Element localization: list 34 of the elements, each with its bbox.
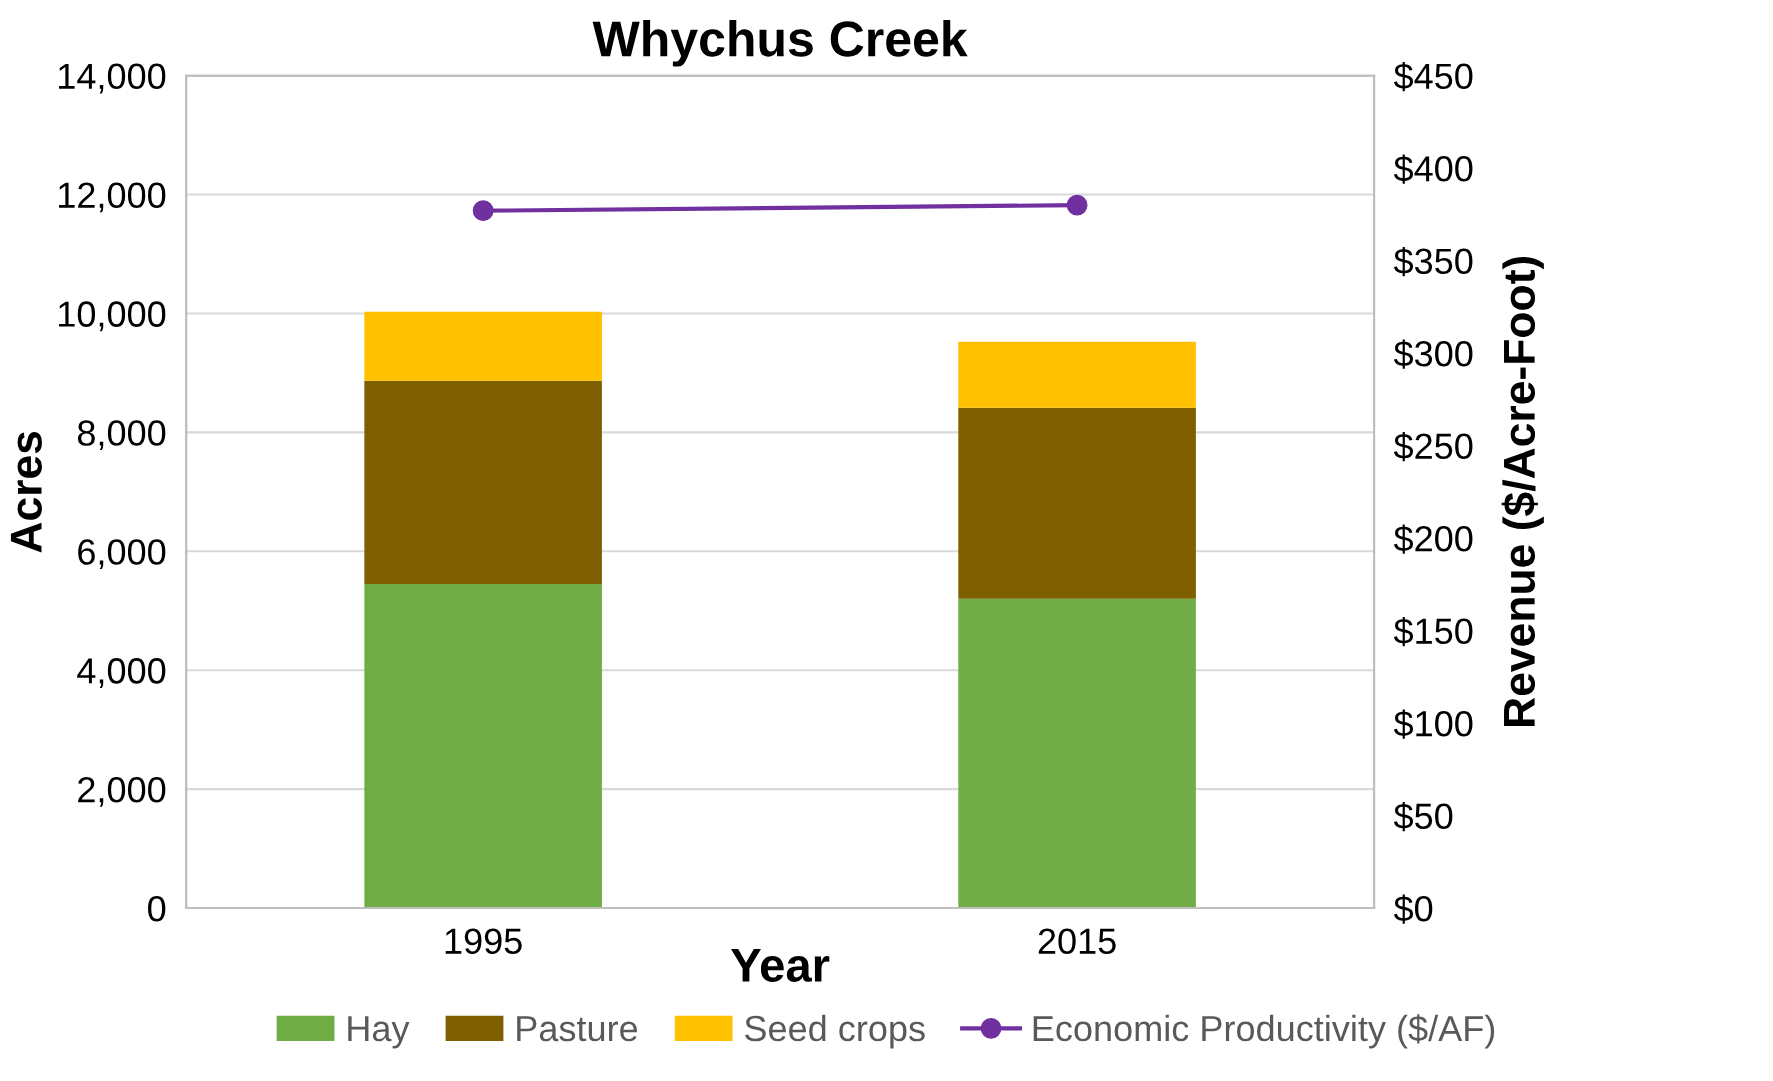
y-tick-label: 14,000	[59, 63, 166, 94]
legend-label: Seed crops	[745, 1014, 925, 1049]
y2-tick-label: $150	[1393, 616, 1473, 647]
legend-label: Pasture	[517, 1016, 638, 1042]
legend-label: Hay	[348, 1016, 410, 1049]
y-tick-label: 4,000	[77, 658, 166, 688]
legend-label: Economic Productivity ($/AF)	[1033, 1014, 1495, 1049]
chart-title: Whychus Creek	[592, 19, 968, 67]
x-axis-title: Year	[731, 948, 830, 982]
y2-tick-label: $350	[1393, 246, 1473, 277]
y2-tick-label: $400	[1393, 154, 1473, 184]
bar	[364, 311, 602, 381]
y2-tick-label: $200	[1393, 524, 1473, 554]
y-tick-label: 10,000	[59, 301, 166, 332]
bar	[364, 584, 602, 909]
x-tick-label: 2015	[1038, 928, 1116, 955]
bar	[958, 598, 1196, 909]
y-tick-label: 2,000	[78, 777, 166, 807]
y-tick-label: 6,000	[78, 539, 166, 570]
bar	[958, 407, 1196, 599]
y-axis-title: Acres	[10, 431, 42, 553]
y-tick-label: 0	[148, 895, 166, 922]
bar	[364, 380, 602, 585]
x-tick-label: 1995	[445, 928, 522, 955]
y2-tick-label: $100	[1393, 709, 1473, 739]
bar	[958, 341, 1196, 408]
y2-tick-label: $450	[1393, 62, 1473, 92]
y2-tick-label: $300	[1393, 339, 1473, 369]
y-tick-label: 12,000	[59, 182, 166, 213]
y2-tick-label: $0	[1393, 894, 1433, 924]
y2-axis-title: Revenue ($/Acre-Foot)	[1501, 256, 1544, 726]
y2-tick-label: $250	[1393, 431, 1473, 462]
y2-tick-label: $50	[1393, 801, 1453, 832]
y-tick-label: 8,000	[77, 420, 166, 451]
